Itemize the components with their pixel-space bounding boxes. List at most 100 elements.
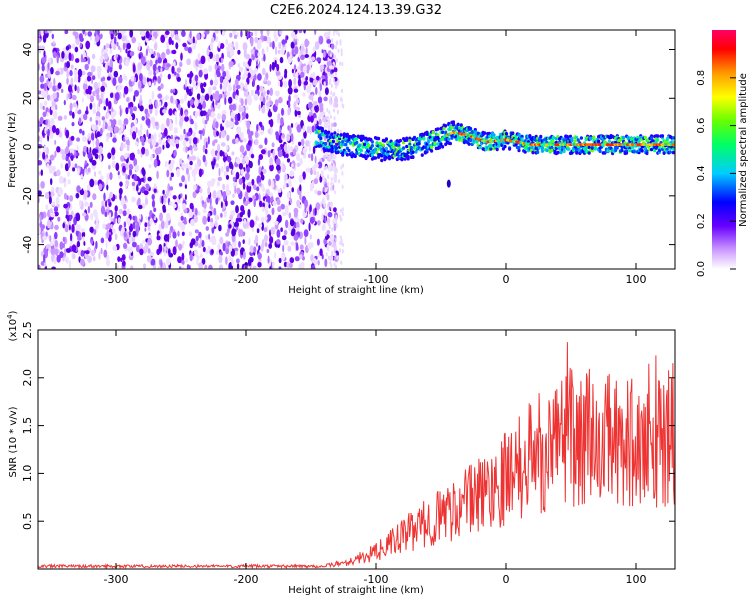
spectrogram-noise-cell (232, 30, 237, 36)
spectrogram-noise-cell (129, 51, 135, 57)
spectrogram-noise-cell (120, 123, 124, 132)
spectrogram-noise-cell (236, 263, 240, 269)
spectrogram-noise-cell (48, 165, 54, 174)
spectrogram-noise-cell (305, 167, 311, 173)
spectrogram-noise-cell (300, 218, 304, 224)
spectrogram-noise-cell (114, 111, 117, 117)
spectrogram-noise-cell (332, 78, 335, 83)
spectrogram-noise-cell (72, 31, 77, 36)
spectrogram-signal-cell (492, 135, 496, 140)
spectrogram-signal-cell (589, 136, 593, 141)
spectrogram-noise-cell (219, 132, 222, 139)
spectrogram-signal-cell (431, 130, 435, 135)
spectrogram-signal-cell (536, 150, 540, 154)
spectrogram-noise-cell (54, 248, 59, 256)
spectrogram-noise-cell (149, 59, 153, 67)
spectrogram-noise-cell (242, 61, 246, 67)
spectrogram-noise-cell (114, 210, 118, 219)
spectrogram-noise-cell (233, 83, 236, 93)
spectrogram-noise-cell (245, 172, 250, 181)
spectrogram-signal-cell (446, 179, 451, 188)
spectrogram-noise-cell (163, 127, 168, 137)
spectrogram-noise-cell (83, 241, 86, 246)
spectrogram-noise-cell (88, 89, 92, 95)
spectrogram-noise-cell (314, 155, 317, 164)
spectrogram-signal-cell (430, 145, 434, 150)
spectrogram-noise-cell (268, 178, 272, 187)
spectrogram-noise-cell (160, 123, 166, 132)
spectrogram-signal-cell (444, 124, 448, 128)
spectrogram-noise-cell (43, 145, 47, 153)
spectrogram-noise-cell (259, 129, 264, 135)
spectrogram-noise-cell (303, 229, 309, 238)
spectrogram-noise-cell (198, 130, 203, 135)
spectrogram-noise-cell (67, 179, 71, 185)
spectrogram-noise-cell (289, 126, 292, 135)
spectrogram-noise-cell (336, 109, 339, 115)
spectrogram-noise-cell (41, 129, 45, 137)
spectrogram-noise-cell (257, 158, 261, 166)
spectrogram-noise-cell (68, 224, 71, 231)
spectrogram-noise-cell (167, 248, 171, 256)
spectrogram-signal-cell (319, 143, 323, 148)
spectrogram-noise-cell (228, 244, 233, 252)
spectrogram-noise-cell (222, 183, 226, 191)
spectrogram-noise-cell (179, 98, 184, 104)
spectrogram-noise-cell (308, 222, 311, 232)
spectrogram-noise-cell (328, 110, 331, 115)
spectrogram-noise-cell (250, 37, 254, 47)
spectrogram-noise-cell (241, 76, 245, 81)
spectrogram-noise-cell (309, 216, 315, 224)
spectrogram-noise-cell (52, 110, 58, 120)
spectrogram-noise-cell (296, 152, 300, 162)
spectrogram-noise-cell (118, 130, 122, 136)
spectrogram-noise-cell (202, 215, 208, 225)
spectrogram-noise-cell (188, 211, 194, 218)
spectrogram-signal-cell (325, 134, 329, 139)
spectrogram-signal-cell (448, 141, 452, 146)
spectrogram-noise-cell (186, 264, 190, 269)
spectrogram-noise-cell (244, 191, 249, 200)
spectrogram-noise-cell (43, 50, 46, 58)
spectrogram-noise-cell (91, 123, 96, 131)
spectrogram-noise-cell (77, 68, 83, 78)
spectrogram-signal-cell (408, 136, 412, 141)
spectrogram-signal-cell (593, 147, 598, 151)
spectrogram-noise-cell (62, 242, 65, 249)
spectrogram-noise-cell (68, 260, 72, 269)
spectrogram-noise-cell (166, 117, 170, 127)
spectrogram-noise-cell (316, 57, 322, 62)
spectrogram-noise-cell (54, 240, 59, 247)
spectrogram-noise-cell (78, 231, 82, 239)
spectrogram-noise-cell (264, 137, 268, 146)
spectrogram-noise-cell (338, 32, 340, 37)
spectrogram-signal-cell (668, 150, 672, 154)
spectrogram-noise-cell (254, 49, 259, 59)
spectrogram-noise-cell (247, 181, 252, 187)
spectrogram-noise-cell (109, 58, 113, 68)
colorbar-tick-label: 0.2 (696, 213, 707, 229)
spectrogram-noise-cell (132, 215, 136, 221)
spectrogram-signal-cell (444, 130, 448, 135)
spectrogram-noise-cell (224, 152, 228, 157)
spectrogram-noise-cell (269, 236, 274, 244)
spectrogram-noise-cell (93, 81, 99, 90)
spectrogram-noise-cell (289, 219, 295, 227)
spectrogram-noise-cell (248, 97, 253, 104)
spectrogram-noise-cell (198, 231, 202, 239)
spectrogram-noise-cell (275, 158, 281, 166)
spectrogram-noise-cell (53, 77, 56, 86)
spectrogram-noise-cell (99, 154, 102, 162)
spectrogram-noise-cell (184, 194, 187, 201)
spectrogram-noise-cell (87, 205, 91, 214)
spectrogram-noise-cell (300, 54, 305, 61)
spectrogram-noise-cell (171, 40, 174, 46)
spectrogram-noise-cell (235, 171, 240, 180)
spectrogram-noise-cell (87, 167, 91, 173)
spectrogram-noise-cell (118, 208, 124, 215)
spectrogram-noise-cell (258, 125, 261, 131)
spectrogram-noise-cell (317, 161, 323, 169)
spectrogram-noise-cell (304, 146, 308, 153)
figure-title: C2E6.2024.124.13.39.G32 (270, 3, 442, 18)
spectrogram-noise-cell (338, 179, 340, 184)
